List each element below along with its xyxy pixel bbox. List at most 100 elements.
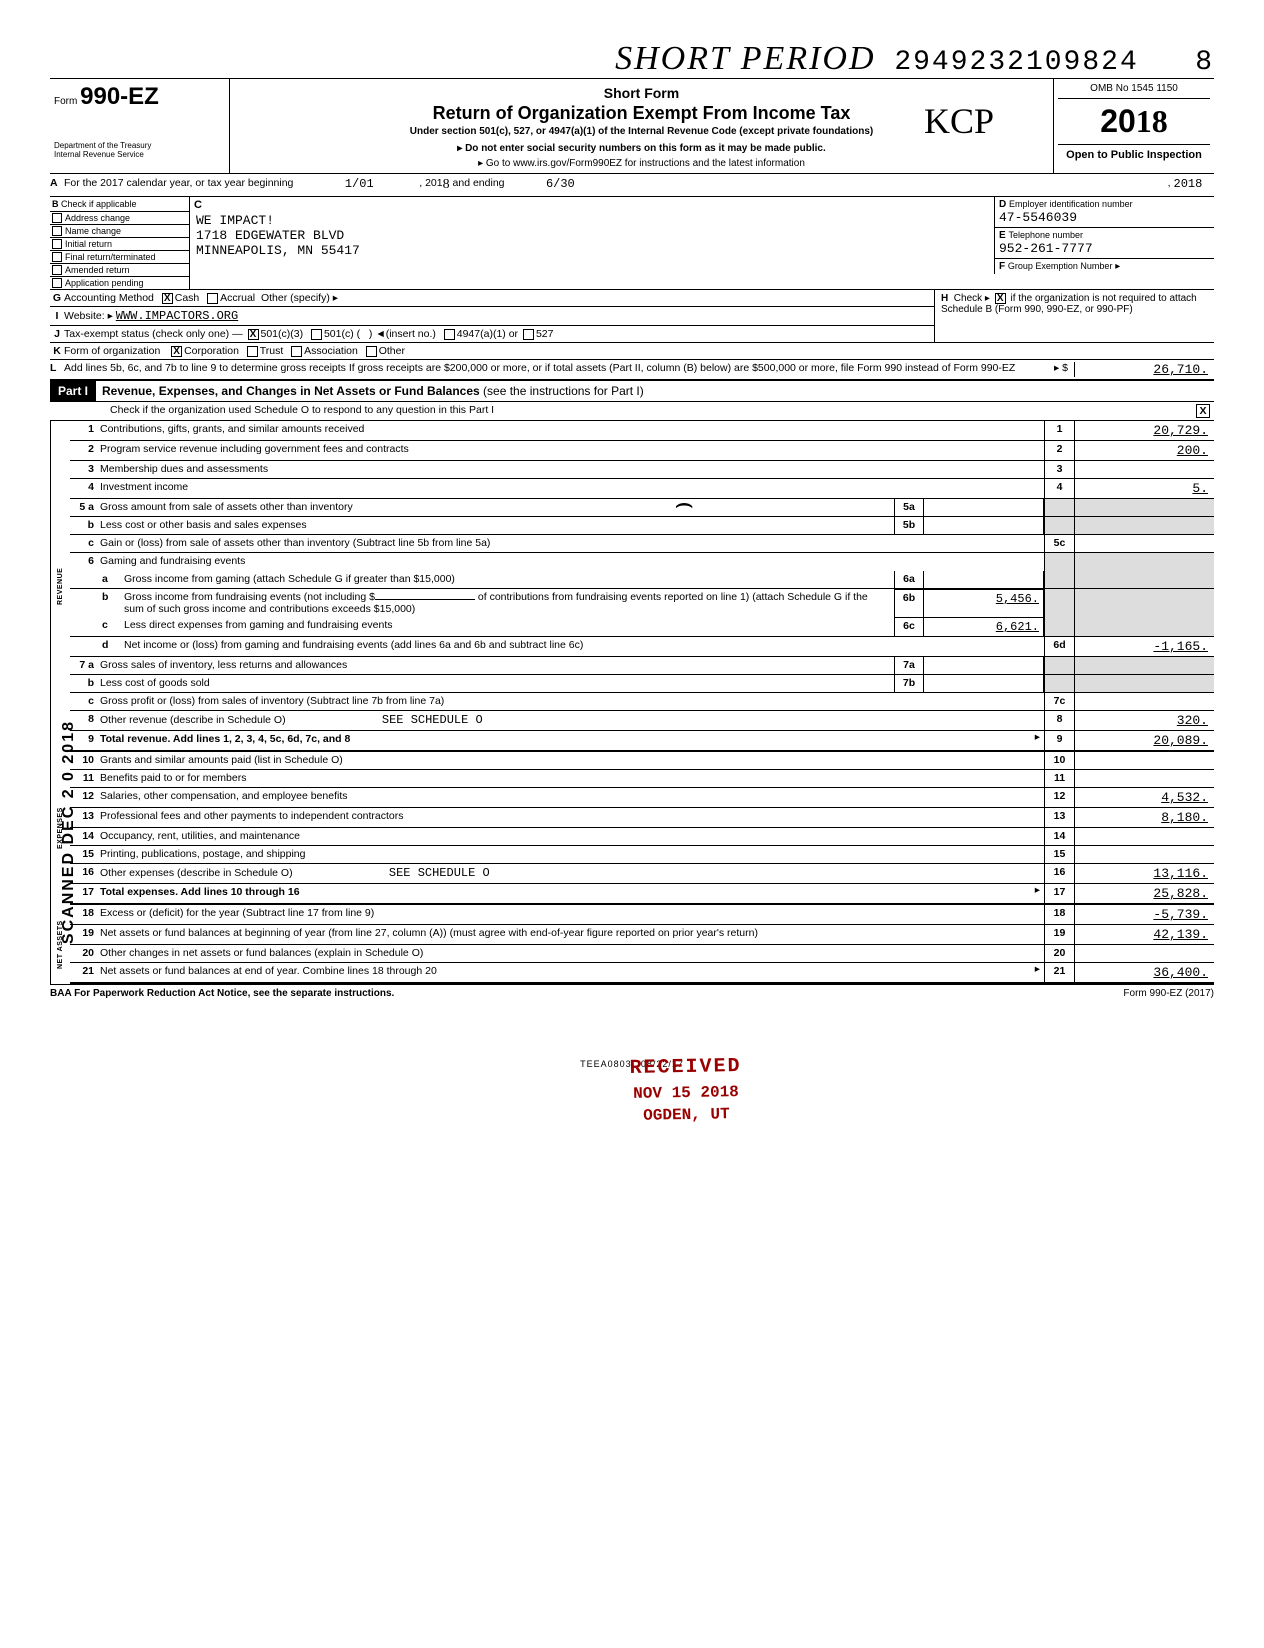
dln-number: 2949232109824	[894, 47, 1138, 78]
ssn-warning: ▸ Do not enter social security numbers o…	[234, 143, 1049, 154]
chk-association[interactable]	[291, 346, 302, 357]
phone: 952-261-7777	[999, 241, 1093, 256]
line-5a-amt	[924, 499, 1044, 516]
line-14-amt	[1074, 828, 1214, 845]
line-16-amt: 13,116.	[1074, 864, 1214, 883]
footer: BAA For Paperwork Reduction Act Notice, …	[50, 984, 1214, 999]
line-20-amt	[1074, 945, 1214, 962]
dln-handwritten: SHORT PERIOD	[615, 40, 875, 77]
line-17-amt: 25,828.	[1074, 884, 1214, 903]
row-i-website: I Website: ▸ WWW.IMPACTORS.ORG	[50, 307, 934, 326]
row-h-schedule-b: H Check ▸ X if the organization is not r…	[934, 290, 1214, 343]
line-12-amt: 4,532.	[1074, 788, 1214, 807]
line-1-amt: 20,729.	[1074, 421, 1214, 440]
line-8-note: SEE SCHEDULE O	[382, 713, 483, 727]
line-21-amt: 36,400.	[1074, 963, 1214, 982]
chk-trust[interactable]	[247, 346, 258, 357]
row-l-gross-receipts: L Add lines 5b, 6c, and 7b to line 9 to …	[50, 360, 1214, 381]
chk-corporation[interactable]: X	[171, 346, 182, 357]
form-number: 990-EZ	[80, 83, 159, 110]
line-8-amt: 320.	[1074, 711, 1214, 730]
website: WWW.IMPACTORS.ORG	[116, 309, 238, 323]
col-def: D Employer identification number 47-5546…	[994, 197, 1214, 289]
teea-code: TEEA0803L 08/22/17	[50, 1059, 1214, 1069]
side-label-revenue: REVENUE	[50, 421, 70, 752]
line-7c-amt	[1074, 693, 1214, 710]
short-form: Short Form	[234, 85, 1049, 101]
col-c-name-address: C WE IMPACT! 1718 EDGEWATER BLVD MINNEAP…	[190, 197, 994, 289]
omb-number: OMB No 1545 1150	[1058, 83, 1210, 99]
chk-name-change[interactable]: Name change	[50, 224, 189, 237]
line-2-amt: 200.	[1074, 441, 1214, 460]
org-address-2: MINNEAPOLIS, MN 55417	[196, 243, 988, 258]
chk-address-change[interactable]: Address change	[50, 211, 189, 224]
chk-527[interactable]	[523, 329, 534, 340]
row-a-tax-year: A For the 2017 calendar year, or tax yea…	[50, 174, 1214, 197]
ein: 47-5546039	[999, 210, 1077, 225]
part-i-header: Part I Revenue, Expenses, and Changes in…	[50, 381, 1214, 402]
org-address-1: 1718 EDGEWATER BLVD	[196, 228, 988, 243]
year-end: 6/30	[510, 177, 610, 193]
side-label-assets: NET ASSETS	[50, 905, 70, 984]
form-version: Form 990-EZ (2017)	[1123, 988, 1214, 999]
chk-final-return[interactable]: Final return/terminated	[50, 250, 189, 263]
part-i-schedule-o-check: Check if the organization used Schedule …	[50, 402, 1214, 421]
dln-block: SHORT PERIOD 2949232109824 8	[230, 40, 1214, 78]
line-6b-amt: 5,456.	[924, 589, 1044, 617]
dept-treasury: Department of the Treasury	[54, 141, 225, 150]
baa-notice: BAA For Paperwork Reduction Act Notice, …	[50, 988, 1123, 999]
chk-other-org[interactable]	[366, 346, 377, 357]
open-to-public: Open to Public Inspection	[1058, 144, 1210, 161]
col-b-checkboxes: B Check if applicable Address change Nam…	[50, 197, 190, 289]
line-10-amt	[1074, 752, 1214, 769]
line-5c-amt	[1074, 535, 1214, 552]
line-9-amt: 20,089.	[1074, 731, 1214, 750]
line-3-amt	[1074, 461, 1214, 478]
line-6a-amt	[924, 571, 1044, 588]
line-19-amt: 42,139.	[1074, 925, 1214, 944]
chk-part-i-schedule-o[interactable]: X	[1196, 404, 1210, 418]
chk-cash[interactable]: X	[162, 293, 173, 304]
gross-receipts-amt: 26,710.	[1074, 362, 1214, 377]
row-k-form-org: K Form of organization XCorporation Trus…	[50, 343, 1214, 360]
chk-501c[interactable]	[311, 329, 322, 340]
dept-irs: Internal Revenue Service	[54, 150, 225, 159]
expenses-section: EXPENSES 10Grants and similar amounts pa…	[50, 752, 1214, 905]
line-11-amt	[1074, 770, 1214, 787]
entity-block: B Check if applicable Address change Nam…	[50, 197, 1214, 290]
org-name: WE IMPACT!	[196, 213, 988, 228]
line-5b-amt	[924, 517, 1044, 534]
year-begin: 1/01	[299, 177, 419, 193]
chk-schedule-b-not-required[interactable]: X	[995, 293, 1006, 304]
line-15-amt	[1074, 846, 1214, 863]
chk-initial-return[interactable]: Initial return	[50, 237, 189, 250]
chk-4947[interactable]	[444, 329, 455, 340]
goto-url: ▸ Go to www.irs.gov/Form990EZ for instru…	[234, 158, 1049, 169]
chk-application-pending[interactable]: Application pending	[50, 276, 189, 289]
line-7a-amt	[924, 657, 1044, 674]
chk-501c3[interactable]: X	[248, 329, 259, 340]
chk-accrual[interactable]	[207, 293, 218, 304]
line-7b-amt	[924, 675, 1044, 692]
form-number-cell: Form 990-EZ Department of the Treasury I…	[50, 79, 230, 173]
line-18-amt: -5,739.	[1074, 905, 1214, 924]
initials-2: ⌢	[674, 487, 694, 521]
net-assets-section: NET ASSETS 18Excess or (deficit) for the…	[50, 905, 1214, 984]
tax-year: 2018	[1058, 103, 1210, 140]
form-header: Form 990-EZ Department of the Treasury I…	[50, 78, 1214, 174]
row-g-accounting: G Accounting Method XCash Accrual Other …	[50, 290, 934, 307]
dln-page: 8	[1195, 47, 1214, 78]
revenue-section: REVENUE 1Contributions, gifts, grants, a…	[50, 421, 1214, 752]
line-16-note: SEE SCHEDULE O	[389, 866, 490, 880]
year-cell: OMB No 1545 1150 2018 Open to Public Ins…	[1054, 79, 1214, 173]
line-4-amt: 5.	[1074, 479, 1214, 498]
year-end-year: 2018	[1174, 177, 1203, 193]
initials-handwritten: KCP	[924, 100, 994, 142]
document-header-top: SHORT PERIOD 2949232109824 8	[50, 40, 1214, 78]
line-6c-amt: 6,621.	[924, 617, 1044, 636]
row-j-tax-exempt: J Tax-exempt status (check only one) — X…	[50, 326, 934, 343]
chk-amended[interactable]: Amended return	[50, 263, 189, 276]
side-label-expenses: EXPENSES	[50, 752, 70, 905]
line-6d-amt: -1,165.	[1074, 637, 1214, 656]
line-13-amt: 8,180.	[1074, 808, 1214, 827]
